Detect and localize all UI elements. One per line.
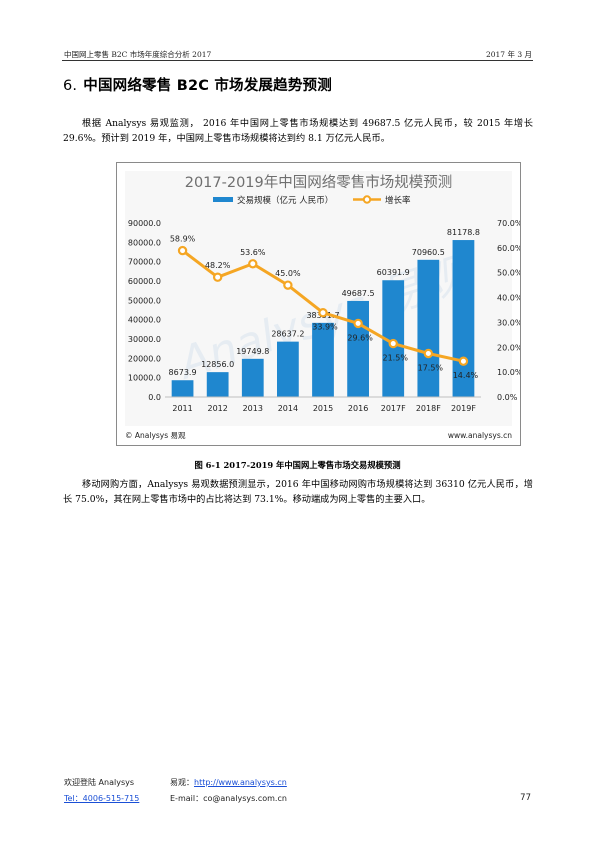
growth-point-label: 17.5% — [418, 364, 444, 373]
footer-site: 易观：http://www.analysys.cn — [170, 777, 287, 788]
y-left-tick-label: 20000.0 — [128, 354, 161, 363]
legend-bar-swatch — [213, 197, 233, 202]
x-tick-label: 2012 — [207, 404, 227, 413]
bar-value-label: 81178.8 — [447, 228, 480, 237]
chart-source-left: © Analysys 易观 — [125, 431, 186, 440]
legend-line-marker — [362, 195, 372, 204]
bar-value-label: 49687.5 — [342, 289, 375, 298]
bar — [277, 341, 299, 397]
bar — [417, 259, 440, 397]
bar-value-label: 12856.0 — [201, 360, 234, 369]
y-left-tick-label: 80000.0 — [128, 238, 161, 247]
y-left-tick-label: 90000.0 — [128, 219, 161, 228]
paragraph-mobile: 移动网购方面，Analysys 易观数据预测显示，2016 年中国移动网购市场规… — [63, 479, 533, 505]
y-left-tick-label: 0.0 — [148, 393, 161, 402]
y-right-tick-label: 70.0% — [497, 219, 520, 228]
footer-site-link[interactable]: http://www.analysys.cn — [194, 778, 287, 787]
paragraph-market-size: 根据 Analysys 易观监测， 2016 年中国网上零售市场规模达到 496… — [63, 118, 533, 144]
bar-value-label: 8673.9 — [169, 368, 197, 377]
growth-point-label: 29.6% — [347, 333, 373, 342]
figure-caption: 图 6-1 2017-2019 年中国网上零售市场交易规模预测 — [194, 460, 401, 470]
footer-welcome: 欢迎登陆 Analysys — [64, 778, 135, 787]
bar-value-label: 60391.9 — [377, 268, 410, 277]
market-size-chart: Analysys 易观 2017-2019年中国网络零售市场规模预测 交易规模（亿元… — [116, 162, 521, 446]
growth-point — [177, 245, 188, 256]
growth-point-label: 45.0% — [275, 269, 301, 278]
header-date: 2017 年 3 月 — [485, 50, 532, 59]
y-right-tick-label: 30.0% — [497, 318, 520, 327]
bar — [171, 380, 194, 397]
y-left-tick-label: 60000.0 — [128, 277, 161, 286]
footer-tel-link[interactable]: Tel：4006-515-715 — [64, 794, 140, 803]
growth-point-label: 48.2% — [205, 261, 231, 270]
y-right-tick-label: 20.0% — [497, 343, 520, 352]
header-divider — [62, 60, 533, 61]
chart-canvas: Analysys 易观2017-2019年中国网络零售市场规模预测交易规模（亿元… — [125, 171, 520, 440]
growth-point-label: 53.6% — [240, 248, 266, 257]
bar-value-label: 28637.2 — [271, 330, 304, 339]
bar — [312, 322, 334, 397]
y-right-tick-label: 0.0% — [497, 393, 518, 402]
growth-point — [388, 338, 398, 349]
y-right-tick-label: 10.0% — [497, 368, 520, 377]
x-tick-label: 2011 — [172, 404, 192, 413]
growth-point-label: 33.9% — [312, 323, 338, 332]
bar — [382, 280, 405, 397]
growth-point — [212, 272, 223, 282]
y-right-tick-label: 60.0% — [497, 244, 520, 253]
growth-point — [423, 348, 434, 359]
section-number: 6. — [63, 78, 78, 94]
y-left-tick-label: 70000.0 — [128, 258, 161, 267]
page-number: 77 — [520, 793, 531, 803]
growth-point-label: 58.9% — [170, 235, 196, 244]
footer-site-label: 易观： — [170, 778, 194, 787]
bar — [241, 358, 264, 397]
bar — [452, 240, 475, 397]
legend-line-label: 增长率 — [385, 195, 411, 206]
y-left-tick-label: 40000.0 — [128, 316, 161, 325]
x-tick-label: 2017F — [381, 404, 406, 413]
chart-title: 2017-2019年中国网络零售市场规模预测 — [185, 174, 453, 191]
bar-value-label: 70960.5 — [412, 248, 445, 257]
y-left-tick-label: 10000.0 — [128, 374, 161, 383]
growth-point — [283, 280, 293, 290]
chart-source-right: www.analysys.cn — [448, 431, 512, 440]
legend-bar-label: 交易规模（亿元 人民币） — [237, 195, 333, 206]
x-tick-label: 2018F — [416, 404, 441, 413]
x-tick-label: 2014 — [278, 404, 298, 413]
x-tick-label: 2019F — [451, 404, 476, 413]
growth-point-label: 21.5% — [383, 354, 409, 363]
bar — [347, 300, 369, 397]
footer-email: E-mail：co@analysys.com.cn — [170, 794, 287, 803]
y-right-tick-label: 40.0% — [497, 294, 520, 303]
y-left-tick-label: 50000.0 — [128, 296, 161, 305]
growth-point — [248, 259, 258, 269]
x-tick-label: 2015 — [313, 404, 333, 413]
growth-point — [458, 356, 469, 366]
footer-tel[interactable]: Tel：4006-515-715 — [64, 793, 139, 804]
x-tick-label: 2016 — [348, 404, 368, 413]
bar-value-label: 19749.8 — [236, 347, 269, 356]
x-tick-label: 2013 — [243, 404, 263, 413]
header-doc-title: 中国网上零售 B2C 市场年度综合分析 2017 — [64, 50, 212, 59]
bar — [206, 372, 229, 397]
section-heading: 6. 中国网络零售 B2C 市场发展趋势预测 — [63, 74, 332, 95]
y-right-tick-label: 50.0% — [497, 269, 520, 278]
growth-point — [318, 308, 328, 318]
growth-point-label: 14.4% — [453, 371, 479, 380]
section-title-text: 中国网络零售 B2C 市场发展趋势预测 — [83, 78, 332, 94]
y-left-tick-label: 30000.0 — [128, 335, 161, 344]
growth-point — [353, 318, 363, 329]
